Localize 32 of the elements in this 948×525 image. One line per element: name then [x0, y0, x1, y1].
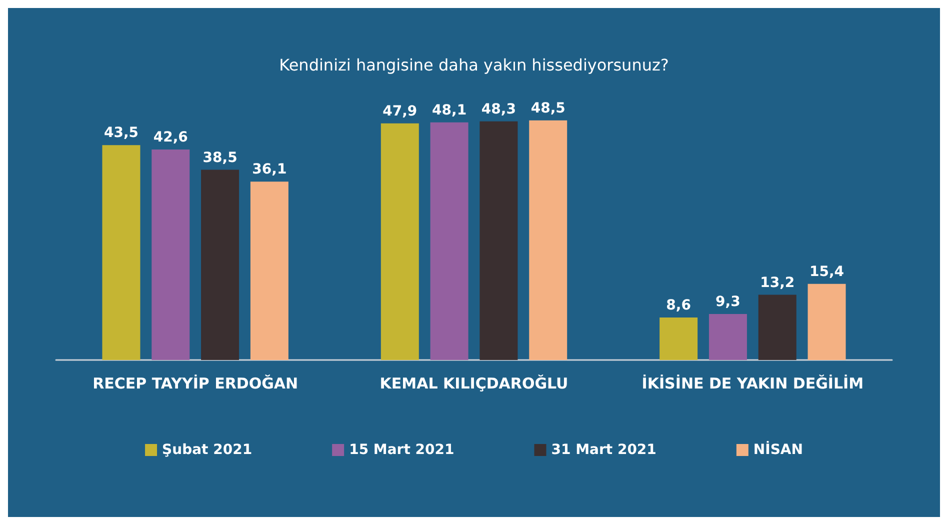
bar	[758, 294, 796, 360]
bar	[102, 145, 140, 360]
legend-label: 31 Mart 2021	[551, 442, 656, 458]
legend-label: Şubat 2021	[162, 442, 252, 458]
data-label: 48,3	[481, 101, 516, 118]
x-tick-label: İKİSİNE DE YAKIN DEĞİLİM	[642, 374, 864, 392]
bar	[660, 318, 698, 360]
bar	[480, 121, 518, 360]
data-label: 47,9	[382, 103, 418, 120]
data-label: 48,5	[530, 100, 566, 116]
legend-label: NİSAN	[753, 441, 803, 458]
x-tick-label: KEMAL KILIÇDAROĞLU	[380, 374, 568, 392]
bar	[708, 314, 747, 360]
bar	[529, 120, 568, 360]
data-label: 13,2	[760, 274, 795, 291]
data-label: 8,6	[666, 298, 691, 314]
data-label: 42,6	[153, 130, 188, 146]
bar	[808, 284, 846, 360]
bar	[152, 150, 190, 360]
data-label: 9,3	[716, 294, 740, 310]
x-tick-label: RECEP TAYYİP ERDOĞAN	[92, 374, 298, 392]
bar	[250, 182, 288, 360]
data-label: 36,1	[252, 162, 287, 178]
bar	[430, 122, 468, 360]
bar	[380, 123, 419, 360]
data-label: 43,5	[104, 125, 139, 142]
data-label: 38,5	[202, 150, 238, 166]
chart-title: Kendinizi hangisine daha yakın hissediyorsunuz?	[279, 56, 669, 74]
data-label: 48,1	[432, 102, 467, 118]
bar	[201, 170, 240, 360]
legend-label: 15 Mart 2021	[349, 442, 454, 458]
data-label: 15,4	[809, 264, 844, 280]
